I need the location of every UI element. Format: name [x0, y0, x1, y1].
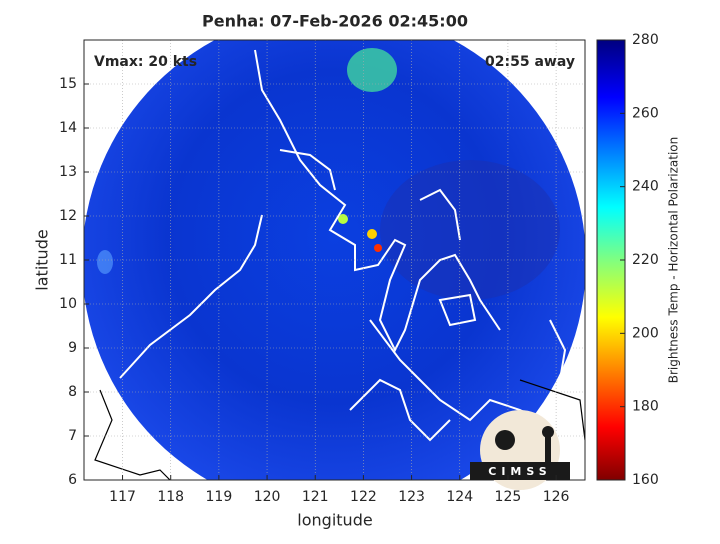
annotation: Vmax: 20 kts	[94, 54, 197, 70]
chart-title: Penha: 07-Feb-2026 02:45:00	[202, 12, 468, 31]
y-tick-label: 6	[68, 472, 77, 488]
colorbar-tick-label: 200	[632, 325, 659, 341]
x-tick-label: 118	[157, 489, 184, 505]
x-tick-label: 124	[446, 489, 473, 505]
y-tick-label: 12	[59, 208, 77, 224]
grid	[84, 40, 585, 481]
y-tick-label: 15	[59, 76, 77, 92]
y-tick-label: 7	[68, 428, 77, 444]
y-axis-label: latitude	[33, 229, 52, 290]
colorbar-tick-label: 160	[632, 472, 659, 488]
x-tick-label: 125	[495, 489, 522, 505]
x-tick-label: 121	[302, 489, 329, 505]
annotation: 02:55 away	[485, 54, 575, 70]
colorbar-tick-label: 180	[632, 399, 659, 415]
y-tick-label: 9	[68, 340, 77, 356]
colorbar-tick-label: 280	[632, 32, 659, 48]
x-tick-label: 123	[398, 489, 425, 505]
logo-text: CIMSS	[488, 465, 551, 478]
colorbar-tick-label: 260	[632, 105, 659, 121]
x-tick-label: 126	[543, 489, 570, 505]
x-axis-label: longitude	[297, 511, 372, 530]
colorbar-tick-label: 240	[632, 179, 659, 195]
y-tick-label: 8	[68, 384, 77, 400]
colorbar-tick-label: 220	[632, 252, 659, 268]
x-tick-label: 117	[109, 489, 136, 505]
x-tick-label: 119	[206, 489, 233, 505]
y-tick-label: 14	[59, 120, 77, 136]
y-tick-label: 13	[59, 164, 77, 180]
colorbar-label: Brightness Temp - Horizontal Polarizatio…	[667, 137, 681, 384]
x-tick-label: 120	[254, 489, 281, 505]
logo: CIMSS	[470, 410, 570, 490]
y-tick-label: 11	[59, 252, 77, 268]
y-tick-label: 10	[59, 296, 77, 312]
x-tick-label: 122	[350, 489, 377, 505]
